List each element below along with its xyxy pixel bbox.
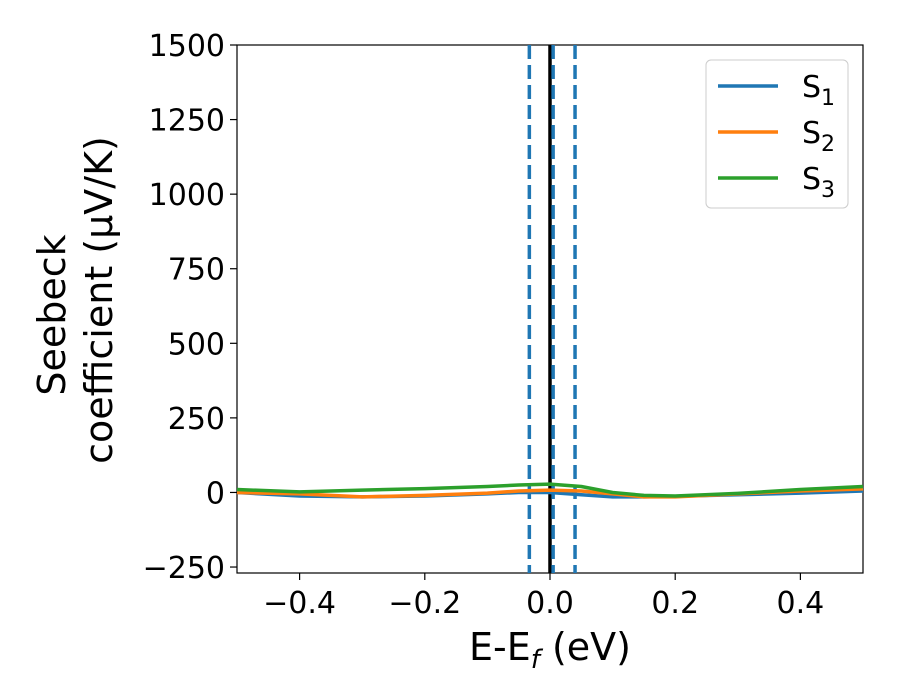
legend-label-3: S3 bbox=[802, 162, 835, 203]
y-axis-ticks: −250 0 250 500 750 1000 1250 1500 bbox=[143, 29, 237, 586]
plot-area bbox=[236, 44, 864, 574]
legend-box bbox=[705, 59, 849, 209]
x-axis-label-unit: (eV) bbox=[540, 625, 631, 669]
y-tick-label: 250 bbox=[168, 402, 225, 437]
series-lines bbox=[236, 482, 864, 499]
legend-label-1: S1 bbox=[802, 70, 835, 111]
y-axis-label-line1: Seebeck bbox=[30, 234, 74, 395]
y-tick-label: 750 bbox=[168, 253, 225, 288]
x-tick-label: 0.4 bbox=[777, 586, 825, 621]
y-axis-label-line2: coefficient (μV/K) bbox=[77, 136, 121, 464]
x-tick-label: −0.4 bbox=[263, 586, 336, 621]
y-tick-label: 1500 bbox=[149, 29, 225, 64]
y-tick-label: −250 bbox=[143, 551, 225, 586]
x-tick-label: 0.0 bbox=[526, 586, 574, 621]
y-tick-label: 1250 bbox=[149, 104, 225, 139]
x-axis-label-main: E-E bbox=[469, 625, 531, 669]
y-tick-label: 0 bbox=[206, 476, 225, 511]
x-tick-label: 0.2 bbox=[651, 586, 699, 621]
x-axis-ticks: −0.4 −0.2 0.0 0.2 0.4 bbox=[263, 573, 824, 621]
legend: S1 S2 S3 bbox=[705, 59, 849, 209]
y-tick-label: 500 bbox=[168, 327, 225, 362]
y-tick-label: 1000 bbox=[149, 178, 225, 213]
series-line-3 bbox=[236, 482, 864, 498]
x-axis-label: E-Ef (eV) bbox=[469, 625, 631, 675]
legend-label-2: S2 bbox=[802, 116, 835, 157]
y-axis-label: Seebeck coefficient (μV/K) bbox=[30, 136, 121, 464]
x-tick-label: −0.2 bbox=[388, 586, 461, 621]
